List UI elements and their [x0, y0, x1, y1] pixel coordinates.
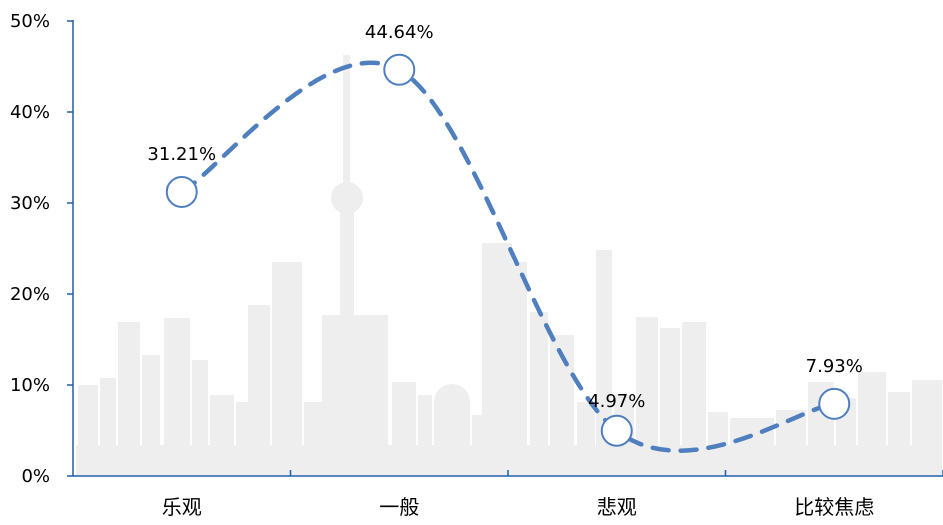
x-tick-label: 乐观 [162, 495, 202, 519]
x-tick-label: 悲观 [597, 495, 637, 519]
data-labels: 31.21% 44.64% 4.97% 7.93% [147, 22, 862, 412]
y-tick-label: 50% [10, 11, 50, 32]
y-tick-label: 40% [10, 102, 50, 123]
y-axis-ticks: 0% 10% 20% 30% 40% 50% [10, 11, 73, 487]
data-label: 44.64% [365, 22, 434, 43]
data-point-marker [383, 53, 416, 86]
markers [165, 53, 851, 447]
x-tick-label: 比较焦虑 [794, 495, 874, 519]
y-tick-label: 20% [10, 284, 50, 305]
x-tick-label: 一般 [379, 495, 419, 519]
skyline-background [76, 55, 942, 475]
data-point-marker [600, 414, 633, 447]
data-point-marker [165, 175, 198, 208]
data-point-marker [818, 387, 851, 420]
y-tick-label: 30% [10, 193, 50, 214]
series-line [179, 60, 837, 453]
y-tick-label: 0% [21, 466, 50, 487]
y-tick-label: 10% [10, 375, 50, 396]
data-label: 31.21% [147, 144, 216, 165]
data-label: 4.97% [588, 391, 645, 412]
data-label: 7.93% [806, 356, 863, 377]
x-axis-ticks: 乐观 一般 悲观 比较焦虑 [162, 470, 943, 519]
